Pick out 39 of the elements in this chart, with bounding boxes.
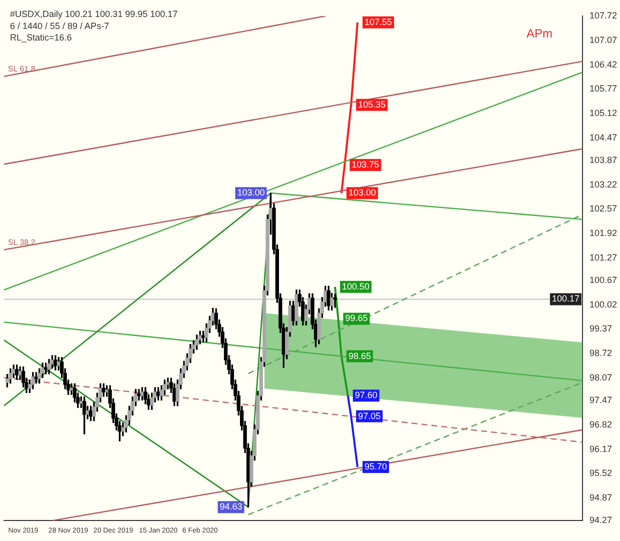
y-tick-label: 96.82 [589, 419, 612, 430]
y-tick-label: 107.07 [589, 34, 618, 45]
y-tick-label: 98.72 [589, 348, 612, 358]
y-tick-label: 103.87 [589, 154, 618, 165]
data-label: 105.35 [358, 99, 386, 110]
y-tick-label: 102.57 [589, 204, 618, 214]
data-label: 103.75 [352, 159, 380, 170]
y-tick-label: 100.02 [589, 299, 618, 310]
text: 6 / 1440 / 55 / 89 / APs-7 [10, 20, 110, 32]
y-tick-label: 104.47 [589, 132, 618, 142]
y-tick-label: 107.72 [589, 10, 618, 20]
annotation: APm [526, 26, 552, 40]
y-tick-label: 98.07 [589, 372, 612, 383]
y-tick-label: 96.17 [589, 444, 612, 454]
ref-line-label: 100.17 [552, 294, 580, 304]
y-tick-label: 94.27 [589, 515, 612, 526]
data-label: 98.65 [348, 350, 371, 361]
y-tick-label: 97.47 [589, 395, 612, 406]
data-label: 103.00 [348, 188, 376, 198]
data-label: 107.55 [364, 16, 392, 27]
y-tick-label: 106.42 [589, 59, 618, 70]
y-tick-label: 101.27 [589, 252, 618, 262]
data-label: 95.70 [364, 461, 388, 472]
y-tick-label: 100.67 [589, 274, 618, 285]
chart-title: #USDX,Daily 100.21 100.31 99.95 100.17 [10, 8, 178, 20]
annotation: RL_Static=16.6 [10, 32, 72, 42]
y-tick-label: 105.77 [589, 84, 618, 94]
data-label: 99.65 [345, 313, 368, 324]
y-tick-label: 94.87 [589, 492, 612, 503]
annotation: 103.00 [237, 188, 265, 198]
y-tick-label: 101.92 [589, 228, 618, 238]
annotation: 94.63 [220, 502, 242, 512]
data-label: 100.50 [342, 281, 370, 292]
y-tick-label: 105.12 [589, 108, 618, 118]
y-tick-label: 99.37 [589, 324, 612, 334]
y-tick-label: 103.22 [589, 179, 618, 190]
data-label: 97.60 [354, 390, 378, 400]
data-label: 97.05 [358, 410, 381, 421]
y-tick-label: 95.52 [589, 468, 612, 478]
